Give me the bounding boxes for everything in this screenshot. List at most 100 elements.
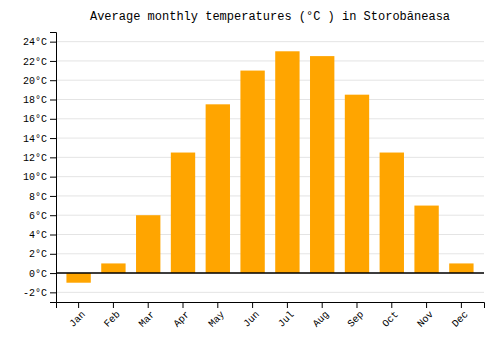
grid-line — [56, 118, 484, 119]
y-axis: -2°C 0°C 2°C 4°C 6°C 8°C 10°C 12°C 14°C 16°C 18°C 2… — [23, 33, 57, 303]
x-tick-mark — [78, 302, 79, 308]
x-tick-mark — [461, 302, 462, 308]
y-tick-mark — [50, 215, 56, 216]
grid-line — [56, 60, 484, 61]
grid-line — [56, 176, 484, 177]
grid-line — [56, 80, 484, 81]
x-tick-label: Nov — [415, 309, 436, 330]
x-tick-label: Jul — [276, 309, 297, 330]
y-tick-label: 8°C — [29, 192, 47, 203]
x-tick-label: Mar — [137, 309, 158, 330]
grid-line — [56, 41, 484, 42]
y-tick-mark — [50, 138, 56, 139]
x-tick: Aug — [311, 302, 332, 330]
x-tick-mark — [113, 302, 114, 308]
y-tick: -2°C — [23, 288, 56, 299]
y-tick-mark — [50, 80, 56, 81]
y-tick: 0°C — [29, 269, 56, 280]
y-tick: 24°C — [23, 37, 56, 48]
bar — [101, 263, 125, 273]
x-tick-label: Dec — [450, 309, 471, 330]
bar — [66, 273, 90, 283]
y-tick: 14°C — [23, 134, 56, 145]
x-tick: Jun — [241, 302, 262, 330]
x-tick-mark — [322, 302, 323, 308]
bar — [449, 263, 473, 273]
x-tick: Apr — [172, 302, 193, 330]
grid-line — [56, 292, 484, 293]
x-tick-mark — [287, 302, 288, 308]
x-tick: Dec — [450, 302, 471, 330]
bar — [171, 153, 195, 274]
chart-svg: -2°C 0°C 2°C 4°C 6°C 8°C 10°C 12°C 14°C 16°C 18°C 2… — [0, 0, 500, 350]
x-tick: Oct — [380, 302, 401, 330]
bar — [275, 51, 299, 273]
x-tick-mark — [426, 302, 427, 308]
y-tick-mark — [50, 254, 56, 255]
bar — [136, 215, 160, 273]
x-tick-label: Jun — [241, 309, 262, 330]
y-tick-mark — [50, 61, 56, 62]
grid — [56, 42, 484, 293]
x-tick-mark — [183, 302, 184, 308]
bar — [206, 104, 230, 273]
y-tick: 22°C — [23, 57, 56, 68]
x-tick-label: Feb — [102, 309, 123, 330]
y-tick-label: 22°C — [23, 57, 47, 68]
bar — [345, 95, 369, 273]
y-tick-label: 24°C — [23, 37, 47, 48]
x-tick: Jul — [276, 302, 297, 330]
y-tick-label: 20°C — [23, 76, 47, 87]
x-tick-mark — [356, 302, 357, 308]
y-tick-label: 4°C — [29, 230, 47, 241]
zero-line — [56, 272, 484, 274]
x-tick-label: May — [206, 309, 227, 330]
x-tick: Nov — [415, 302, 436, 330]
x-tick-label: Jan — [67, 309, 88, 330]
x-tick-mark — [252, 302, 253, 308]
grid-line — [56, 273, 484, 274]
y-tick-label: 2°C — [29, 249, 47, 260]
y-tick: 10°C — [23, 172, 56, 183]
grid-line — [56, 138, 484, 139]
x-tick-label: Apr — [172, 309, 193, 330]
y-tick-mark — [50, 177, 56, 178]
y-tick-label: 6°C — [29, 211, 47, 222]
x-tick-label: Aug — [311, 309, 332, 330]
plot-area: -2°C 0°C 2°C 4°C 6°C 8°C 10°C 12°C 14°C 16°C 18°C 2… — [23, 33, 485, 330]
y-tick: 4°C — [29, 230, 56, 241]
x-tick-mark — [217, 302, 218, 308]
y-tick-mark — [50, 235, 56, 236]
y-tick: 16°C — [23, 114, 56, 125]
grid-line — [56, 99, 484, 100]
y-tick-label: 12°C — [23, 153, 47, 164]
chart-container: -2°C 0°C 2°C 4°C 6°C 8°C 10°C 12°C 14°C 16°C 18°C 2… — [0, 0, 500, 350]
y-tick-label: 16°C — [23, 114, 47, 125]
y-tick-label: 14°C — [23, 134, 47, 145]
x-axis: Jan Feb Mar Apr May Jun Jul Aug Sep Oct Nov Dec — [57, 302, 485, 330]
bar — [380, 153, 404, 274]
y-tick-mark — [50, 292, 56, 293]
y-tick-mark — [50, 157, 56, 158]
y-tick-label: 0°C — [29, 269, 47, 280]
y-axis-line — [50, 33, 57, 303]
y-tick-label: -2°C — [23, 288, 47, 299]
y-tick-mark — [50, 273, 56, 274]
x-tick: May — [206, 302, 227, 330]
x-tick: Sep — [346, 302, 367, 330]
grid-line — [56, 195, 484, 196]
bar — [240, 71, 264, 273]
grid-line — [56, 157, 484, 158]
y-tick-mark — [50, 119, 56, 120]
x-tick: Feb — [102, 302, 123, 330]
x-tick-mark — [148, 302, 149, 308]
bar — [414, 206, 438, 273]
x-tick-mark — [391, 302, 392, 308]
y-tick: 8°C — [29, 192, 56, 203]
y-tick-mark — [50, 42, 56, 43]
y-tick: 18°C — [23, 95, 56, 106]
y-tick-mark — [50, 100, 56, 101]
x-tick: Mar — [137, 302, 158, 330]
bar — [310, 56, 334, 273]
y-tick: 12°C — [23, 153, 56, 164]
